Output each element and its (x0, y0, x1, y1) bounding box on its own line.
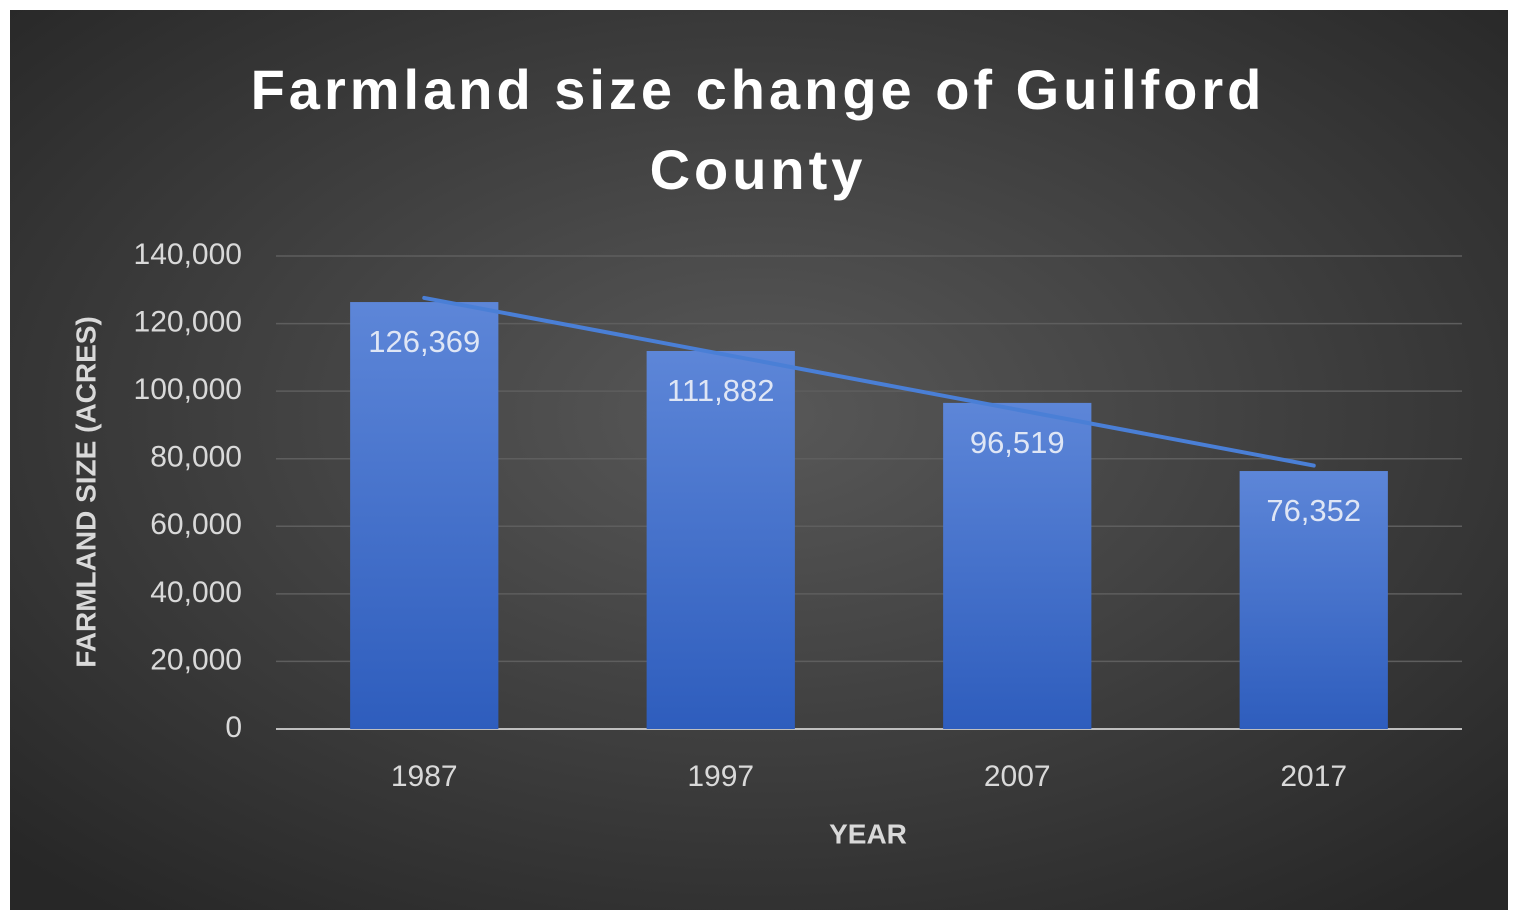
y-tick-label: 80,000 (150, 441, 242, 474)
bar (943, 402, 1092, 729)
x-tick-label: 1987 (391, 760, 458, 793)
x-tick-label: 2007 (984, 760, 1051, 793)
y-axis-title: FARMLAND SIZE (ACRES) (70, 316, 101, 668)
x-tick-label: 2017 (1280, 760, 1347, 793)
x-axis-title: YEAR (829, 818, 907, 849)
bar (350, 302, 499, 729)
value-label: 76,352 (1266, 493, 1361, 528)
bar (1239, 471, 1388, 729)
value-label: 126,369 (368, 324, 480, 359)
y-tick-label: 20,000 (150, 643, 242, 676)
y-tick-label: 0 (225, 711, 242, 744)
bar (646, 350, 795, 729)
y-tick-label: 60,000 (150, 508, 242, 541)
chart-title: Farmland size change of Guilford County (250, 58, 1266, 201)
y-tick-label: 100,000 (134, 373, 242, 406)
value-label: 111,882 (667, 373, 774, 408)
y-tick-label: 120,000 (134, 305, 242, 338)
x-tick-label: 1997 (687, 760, 754, 793)
y-tick-label: 40,000 (150, 576, 242, 609)
trendline (422, 295, 1316, 468)
value-label: 96,519 (970, 425, 1065, 460)
y-tick-label: 140,000 (134, 238, 242, 271)
